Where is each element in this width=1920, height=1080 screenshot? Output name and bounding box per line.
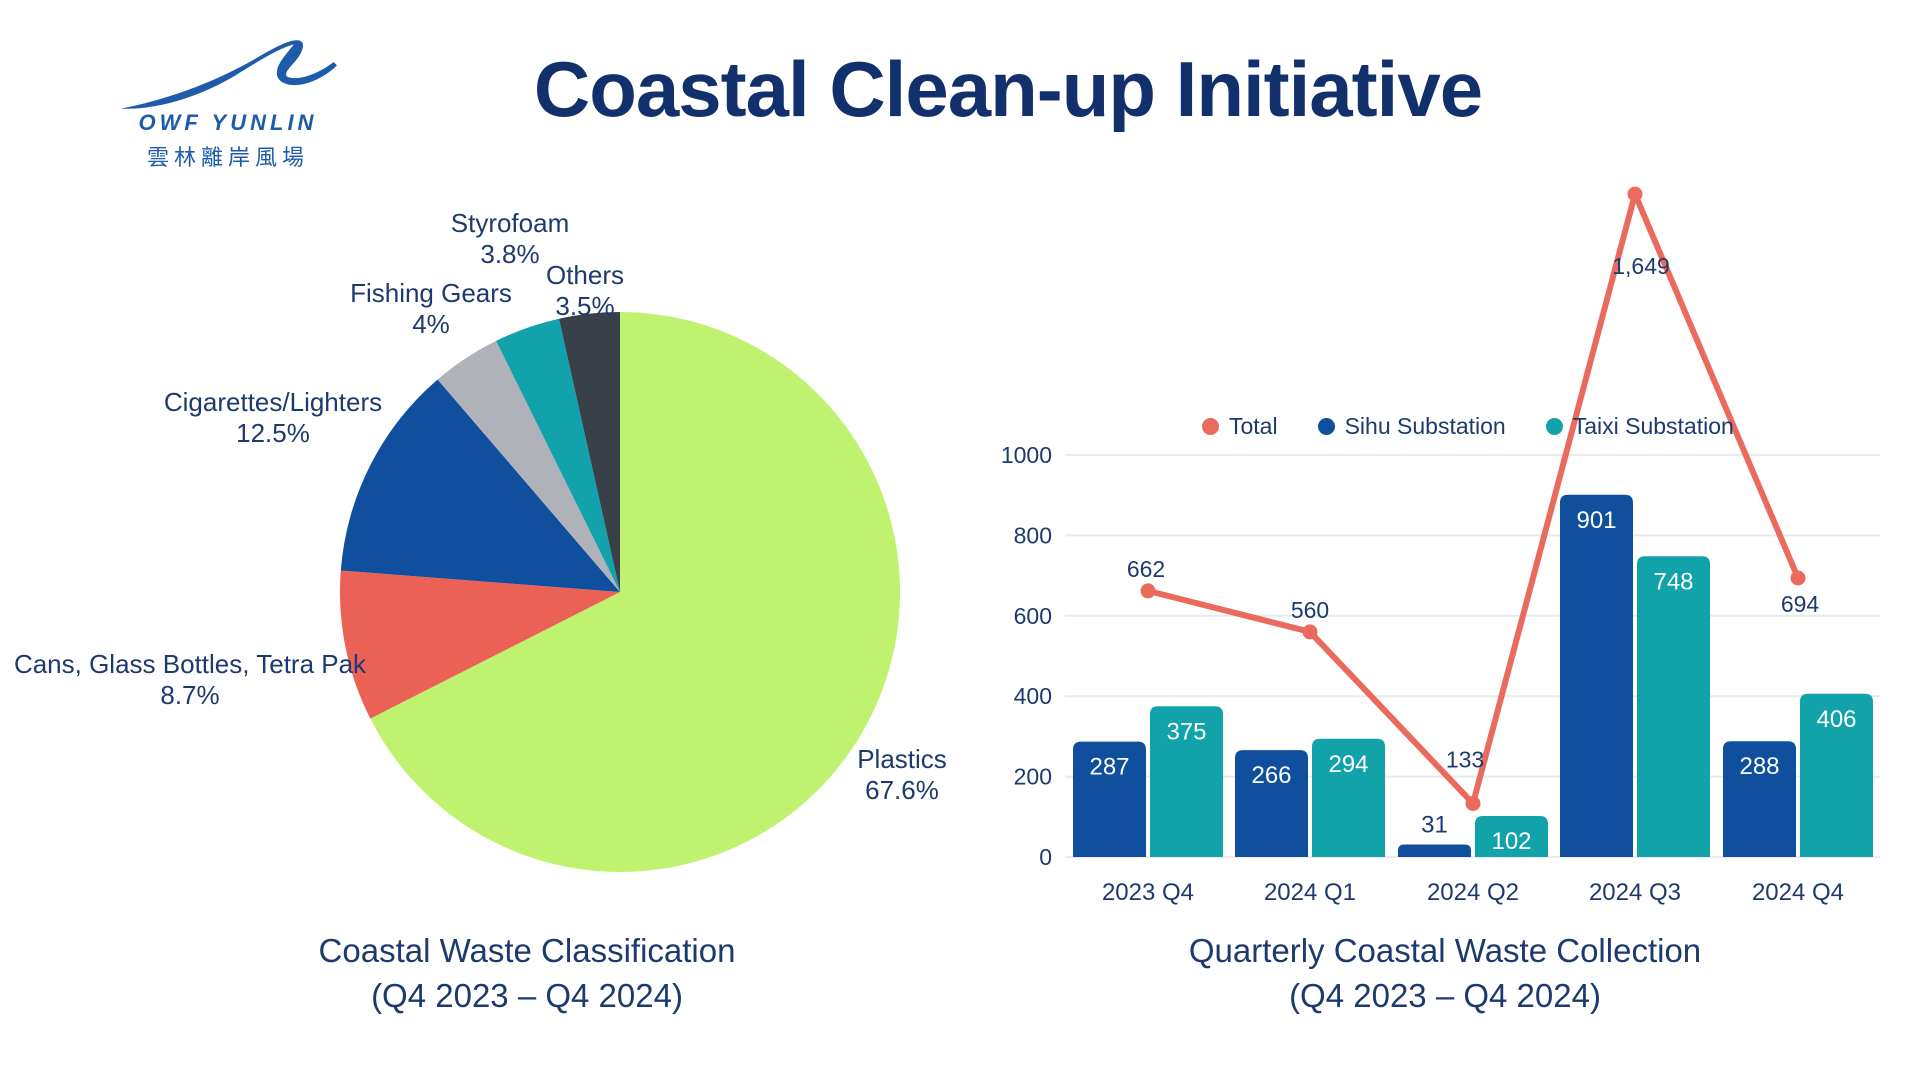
- svg-text:0: 0: [1039, 844, 1052, 870]
- svg-text:1,649: 1,649: [1612, 253, 1670, 279]
- sihu-series-dot-icon: [1317, 418, 1335, 435]
- svg-text:200: 200: [1014, 764, 1052, 790]
- svg-text:133: 133: [1446, 747, 1484, 773]
- page-title: Coastal Clean-up Initiative: [533, 45, 1483, 133]
- svg-text:2024 Q4: 2024 Q4: [1752, 879, 1844, 906]
- svg-text:800: 800: [1014, 522, 1052, 548]
- svg-text:400: 400: [1014, 683, 1052, 709]
- svg-text:600: 600: [1014, 603, 1052, 629]
- pie-chart-caption: Coastal Waste Classification (Q4 2023 – Q…: [318, 932, 736, 1014]
- quarterly-collection-bar-line-chart: 0 200 400 600 800 1000 287 266 31 901 288 375 294 102…: [1001, 186, 1880, 906]
- logo-name: OWF YUNLIN: [138, 110, 318, 135]
- pie-label-cans-glass-tetrapak: Cans, Glass Bottles, Tetra Pak 8.7%: [13, 649, 367, 710]
- pie-label-plastics: Plastics 67.6%: [857, 744, 947, 805]
- total-series-dot-icon: [1202, 418, 1219, 435]
- pie-label-styrofoam: Styrofoam 3.8%: [450, 208, 570, 269]
- logo-chinese-name: 雲林離岸風場: [146, 145, 309, 170]
- svg-text:31: 31: [1421, 812, 1448, 839]
- svg-text:102: 102: [1491, 828, 1531, 855]
- svg-text:2023 Q4: 2023 Q4: [1102, 879, 1194, 906]
- svg-text:662: 662: [1127, 556, 1165, 582]
- svg-text:406: 406: [1816, 706, 1856, 733]
- pie-label-cigarettes-lighters: Cigarettes/Lighters 12.5%: [163, 387, 383, 448]
- svg-text:288: 288: [1739, 753, 1779, 780]
- chart-legend: Total Sihu Substation Taixi Substation: [1202, 413, 1734, 440]
- taixi-series-dot-icon: [1545, 418, 1563, 435]
- waste-classification-pie-chart: [339, 311, 901, 872]
- svg-text:294: 294: [1328, 751, 1368, 778]
- svg-text:375: 375: [1166, 718, 1206, 745]
- svg-text:266: 266: [1251, 762, 1291, 789]
- svg-text:748: 748: [1653, 568, 1693, 595]
- svg-text:2024 Q2: 2024 Q2: [1427, 879, 1519, 906]
- legend-item-total: Total: [1202, 413, 1278, 440]
- svg-text:2024 Q3: 2024 Q3: [1589, 879, 1681, 906]
- legend-item-sihu-substation: Sihu Substation: [1317, 413, 1506, 440]
- pie-label-others: Others 3.5%: [545, 260, 625, 321]
- owf-yunlin-logo: OWF YUNLIN 雲林離岸風場: [108, 28, 348, 172]
- svg-text:287: 287: [1089, 754, 1129, 781]
- legend-item-taixi-substation: Taixi Substation: [1545, 413, 1734, 440]
- svg-text:694: 694: [1781, 591, 1820, 617]
- svg-text:2024 Q1: 2024 Q1: [1264, 879, 1356, 906]
- svg-text:1000: 1000: [1001, 442, 1052, 468]
- wave-icon: [120, 40, 337, 109]
- bar-chart-caption: Quarterly Coastal Waste Collection (Q4 20…: [1188, 932, 1702, 1014]
- pie-label-fishing-gears: Fishing Gears 4%: [350, 278, 512, 339]
- svg-text:901: 901: [1576, 507, 1616, 534]
- svg-text:560: 560: [1291, 597, 1329, 623]
